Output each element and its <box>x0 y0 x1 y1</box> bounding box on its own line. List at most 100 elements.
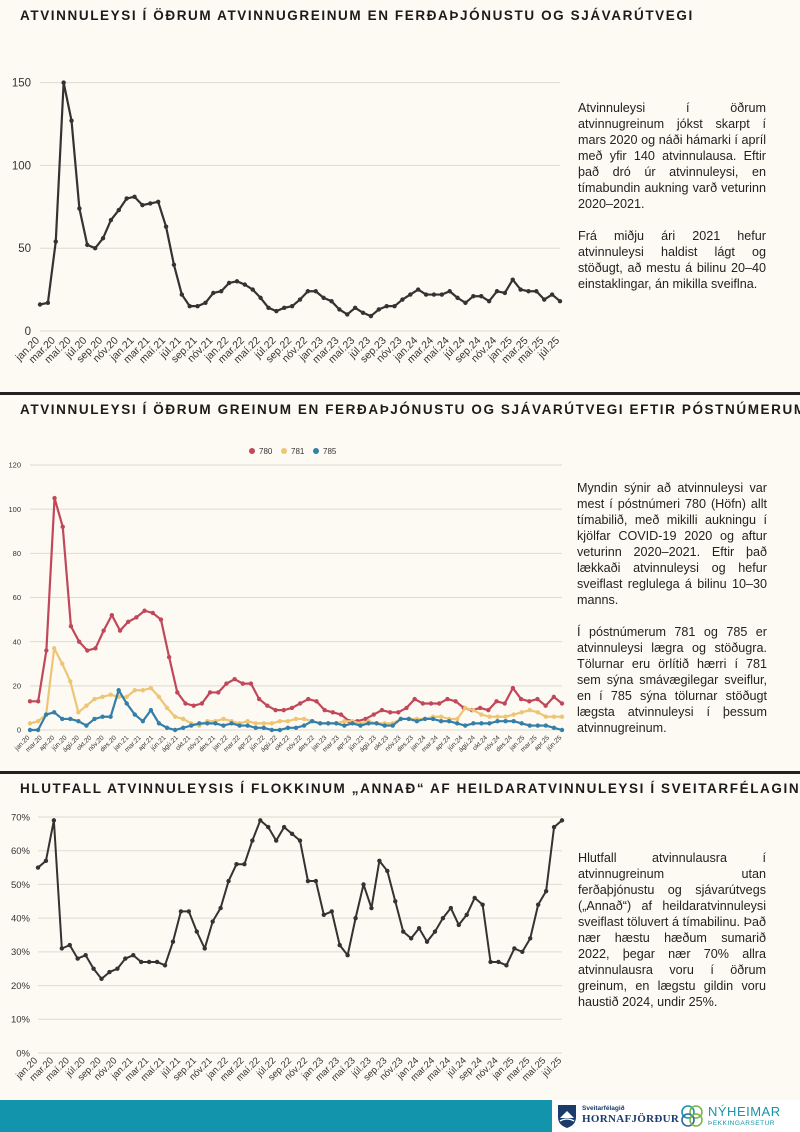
chart2-series-780-point <box>396 710 401 715</box>
chart3-series-Hlutfall-point <box>242 862 247 867</box>
chart1-series-Annað-line <box>39 81 561 318</box>
chart1-description-p1: Atvinnuleysi í öðrum atvinnugreinum jóks… <box>578 101 766 211</box>
chart3-series-Hlutfall-point <box>305 878 311 884</box>
chart2-series-781-point <box>261 721 266 726</box>
chart2-series-785-point <box>205 721 210 726</box>
chart3-series-Hlutfall-point <box>520 949 525 955</box>
chart3-series-Hlutfall-point <box>218 905 223 911</box>
chart1-series-Annað-point <box>423 292 429 297</box>
chart2-series-785-point <box>446 718 452 724</box>
chart2-series-780-point <box>281 707 286 713</box>
chart2-series-781-point <box>35 718 41 724</box>
chart2-series-781-point <box>156 694 162 700</box>
chart2-legend-label: 785 <box>323 447 337 456</box>
chart2-description-p2: Í póstnúmerum 781 og 785 er atvinnuleysi… <box>577 625 767 735</box>
chart2-series-780-point <box>44 648 49 653</box>
chart1-series-Annað-point <box>479 294 484 299</box>
chart3-series-Hlutfall-point <box>551 824 557 830</box>
chart3-series-Hlutfall-point <box>170 939 176 944</box>
chart2-series-781-point <box>543 714 549 719</box>
chart2-series-785-point <box>463 723 468 728</box>
chart3-series-Hlutfall-point <box>43 858 49 864</box>
chart3-series-Hlutfall-point <box>115 966 120 971</box>
chart2-series-780-line <box>30 497 563 723</box>
chart3-ytick-label: 20% <box>11 981 31 992</box>
chart2-series-785-point <box>116 688 121 693</box>
chart2-series-785-point <box>245 723 250 728</box>
chart1-title: ATVINNULEYSI Í ÖÐRUM ATVINNUGREINUM EN F… <box>20 8 694 23</box>
chart2-series-781-point <box>164 705 170 711</box>
chart3-series-Hlutfall-point <box>337 942 342 948</box>
chart1-series-Annað-point <box>494 289 500 294</box>
chart2-plot: 020406080100120jan.20mar.20apr.20jún.20á… <box>8 447 565 754</box>
chart2-series-785-point <box>382 723 387 728</box>
chart1-series-Annað-point <box>53 239 58 244</box>
chart1-series-Annað-point <box>376 307 381 312</box>
chart2-series-785-point <box>487 721 492 726</box>
chart2-series-780-point <box>224 681 229 686</box>
chart1-series-Annað-point <box>171 262 177 267</box>
chart1-series-Annað-point <box>85 242 90 248</box>
chart2-ytick-label: 20 <box>13 681 21 690</box>
chart2-series-785-point <box>398 716 403 722</box>
chart3-series-Hlutfall-point <box>226 878 231 884</box>
chart2-series-785-point <box>358 723 363 728</box>
chart1-series-Annað-point <box>274 308 279 314</box>
chart2-series-785-point <box>334 721 339 726</box>
chart2-description-p1: Myndin sýnir að atvinnuleysi var mest í … <box>577 481 767 607</box>
chart2-series-785-point <box>221 723 226 728</box>
chart3-series-Hlutfall-point <box>559 818 565 823</box>
chart2-series-785-point <box>189 723 194 728</box>
chart2-series-780-point <box>306 696 311 702</box>
nyheimar-logo[interactable]: NÝHEIMAR ÞEKKINGARSETUR <box>678 1102 798 1130</box>
chart2-series-780-point <box>265 703 270 708</box>
chart2-series-781-point <box>535 710 541 715</box>
chart3-series-Hlutfall-point <box>162 963 168 968</box>
chart2-series-781-point <box>172 714 178 719</box>
chart1-series-Annað-point <box>329 298 334 304</box>
footer-logos: Sveitarfélagið HORNAFJÖRÐUR NÝHEIMAR ÞEK… <box>552 1100 800 1132</box>
chart2-ytick-label: 60 <box>13 593 21 602</box>
chart3-series-Hlutfall-point <box>464 912 469 917</box>
chart2-series-785-point <box>68 716 73 722</box>
chart2-series-780-point <box>101 628 106 633</box>
chart2-series-780-point <box>494 699 499 704</box>
chart1-series-Annað-point <box>100 236 106 241</box>
chart2-series-780-point <box>76 639 82 644</box>
chart2-series-781-point <box>479 712 484 717</box>
chart2-series-781-point <box>108 692 113 697</box>
chart2-series-785-point <box>156 721 162 726</box>
chart2-series-780-point <box>126 619 131 624</box>
chart2-series-781-point <box>253 721 258 726</box>
chart2-series-785-point <box>438 718 444 724</box>
chart2-series-780-point <box>35 699 41 704</box>
chart3-series-Hlutfall-point <box>210 919 215 924</box>
chart1-series-Annað-point <box>463 300 468 306</box>
chart2-series-785-point <box>92 716 97 722</box>
hornafjordur-logo[interactable]: Sveitarfélagið HORNAFJÖRÐUR <box>556 1102 679 1130</box>
chart3-series-Hlutfall-point <box>504 963 509 968</box>
chart2-series-780-point <box>183 701 188 706</box>
chart1-series-Annað-point <box>155 199 161 205</box>
chart2-series-785-point <box>76 718 81 724</box>
chart2-series-780-point <box>27 699 33 704</box>
chart1-series-Annað-point <box>352 305 358 311</box>
chart1-series-Annað-point <box>408 292 413 297</box>
chart1-series-Annað-point <box>486 298 492 304</box>
chart3-series-Hlutfall-point <box>496 959 501 965</box>
chart2-series-781-point <box>519 710 524 715</box>
chart1-series-Annað-point <box>549 292 555 297</box>
chart2-series-780-point <box>85 648 90 653</box>
chart1-series-Annað-point <box>447 289 452 294</box>
chart2-series-781-point <box>527 707 532 713</box>
chart2-series-785-point <box>100 714 105 719</box>
chart1-series-Annað-point <box>116 207 121 213</box>
chart1-ytick-label: 150 <box>12 78 31 90</box>
chart2-series-781-point <box>495 714 500 719</box>
chart2-series-785-point <box>253 725 258 730</box>
chart2-series-781-point <box>124 694 129 700</box>
chart2-series-781-point <box>301 716 307 722</box>
chart3-series-Hlutfall-point <box>488 959 493 965</box>
chart2-series-780-point <box>60 524 65 530</box>
chart2-series-780-point <box>240 681 245 686</box>
